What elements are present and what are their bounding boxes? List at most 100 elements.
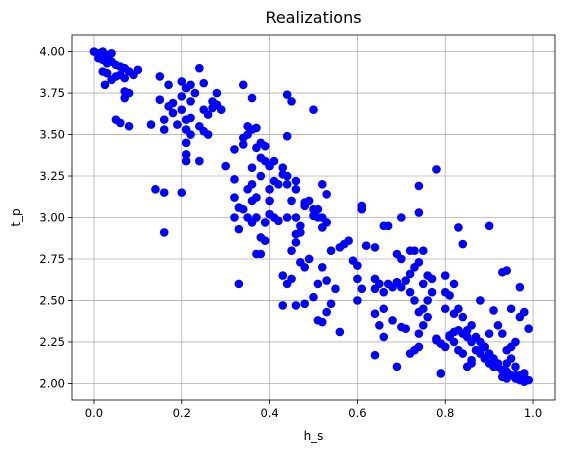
data-point [353, 274, 362, 284]
data-point [287, 246, 296, 255]
data-point [247, 218, 257, 227]
data-point [238, 80, 248, 90]
data-point [247, 163, 257, 173]
data-point [256, 249, 266, 259]
data-point [195, 63, 204, 73]
data-point [511, 362, 520, 372]
data-point [260, 141, 270, 151]
data-point [458, 312, 468, 322]
data-point [107, 75, 116, 85]
data-point [484, 329, 494, 338]
data-point [269, 156, 279, 166]
data-point [173, 120, 182, 129]
data-point [186, 113, 195, 123]
data-point [326, 246, 336, 255]
data-point [317, 262, 327, 272]
data-point [427, 287, 437, 297]
data-point [260, 236, 270, 246]
data-point [331, 284, 340, 294]
data-point [230, 193, 239, 202]
y-tick-label: 2.25 [39, 335, 65, 349]
data-point [100, 80, 110, 90]
data-point [282, 90, 292, 100]
data-point [489, 306, 498, 315]
data-point [203, 130, 213, 139]
data-point [471, 332, 481, 342]
x-tick-label: 0.2 [173, 406, 191, 420]
data-point [243, 121, 252, 131]
data-point [414, 329, 424, 338]
data-point [252, 143, 261, 153]
data-point [353, 296, 362, 305]
data-point [278, 163, 288, 173]
y-tick-label: 2.00 [39, 376, 65, 390]
data-point [344, 236, 353, 246]
data-point [375, 321, 384, 330]
x-tick-label: 0.8 [436, 406, 454, 420]
data-point [493, 321, 503, 330]
data-point [397, 254, 406, 264]
data-point [454, 223, 463, 232]
data-point [195, 156, 204, 166]
data-point [159, 188, 169, 197]
data-point [300, 299, 310, 309]
data-point [462, 362, 472, 372]
data-point [502, 266, 512, 275]
data-point [515, 282, 525, 292]
data-point [107, 48, 116, 58]
data-point [120, 87, 129, 96]
data-point [379, 304, 389, 314]
data-point [199, 78, 209, 88]
data-point [432, 335, 441, 345]
x-axis-ticks: 0.0 0.2 0.4 0.6 0.8 1.0 [85, 400, 542, 420]
data-point [282, 180, 292, 189]
data-point [256, 171, 266, 181]
data-point [146, 120, 156, 129]
grid-lines [72, 35, 555, 400]
data-point [186, 130, 195, 139]
data-point [405, 349, 415, 358]
data-point [124, 121, 134, 131]
data-point [440, 304, 450, 314]
data-point [388, 316, 397, 325]
y-tick-label: 2.50 [39, 293, 65, 307]
chart-title: Realizations [265, 8, 361, 27]
data-point [502, 359, 512, 368]
data-point [506, 304, 516, 314]
data-point [300, 198, 310, 207]
data-point [397, 213, 406, 222]
data-point [375, 279, 384, 289]
data-point [186, 97, 195, 106]
data-point [414, 257, 424, 267]
data-point [405, 287, 415, 297]
data-point [98, 67, 108, 76]
y-tick-label: 3.50 [39, 128, 65, 142]
data-point [291, 301, 301, 310]
data-point [317, 223, 327, 232]
data-point [498, 372, 507, 382]
data-point [418, 279, 428, 289]
y-tick-label: 2.75 [39, 252, 65, 266]
data-point [230, 175, 239, 184]
data-point [155, 72, 165, 81]
data-point [164, 80, 173, 90]
data-point [467, 355, 476, 365]
data-point [458, 349, 468, 358]
data-point [313, 279, 323, 289]
data-point [265, 184, 274, 194]
data-point [238, 140, 248, 149]
data-point [282, 131, 292, 141]
x-tick-label: 0.6 [348, 406, 366, 420]
data-point [427, 274, 437, 284]
data-point [405, 269, 415, 279]
data-point [287, 196, 296, 206]
data-point [291, 213, 301, 222]
data-point [449, 309, 459, 319]
data-point [159, 115, 169, 124]
data-point [168, 98, 178, 108]
data-point [304, 254, 314, 264]
data-points [89, 47, 533, 387]
data-point [401, 276, 411, 285]
